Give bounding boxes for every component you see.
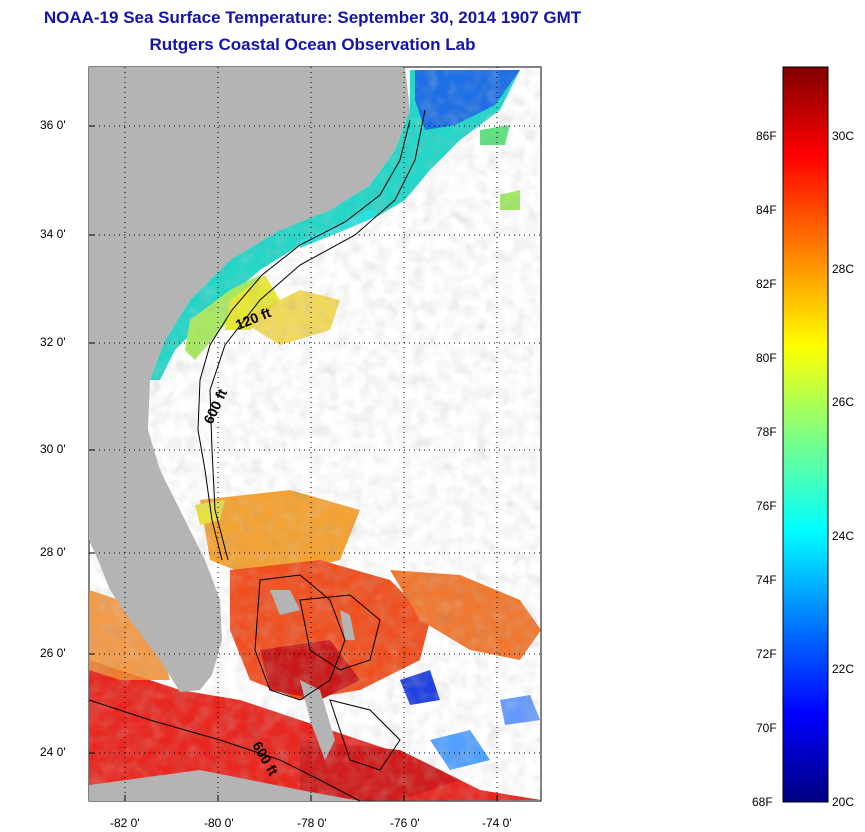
- map-subtitle: Rutgers Coastal Ocean Observation Lab: [149, 35, 476, 54]
- cb-f-82: 82F: [756, 277, 777, 291]
- axis-ticks: [89, 125, 498, 801]
- land-mass: [89, 67, 410, 692]
- cb-f-68: 68F: [752, 795, 773, 809]
- cb-f-86: 86F: [756, 129, 777, 143]
- cb-f-76: 76F: [756, 499, 777, 513]
- cb-c-26: 26C: [832, 395, 855, 409]
- cb-f-74: 74F: [756, 573, 777, 587]
- lon-label-76: -76 0': [390, 816, 420, 830]
- bahamas-islands: [270, 590, 355, 760]
- cb-c-24: 24C: [832, 529, 855, 543]
- lat-label-36: 36 0': [40, 118, 66, 132]
- lon-label-74: -74 0': [482, 816, 512, 830]
- cb-f-78: 78F: [756, 425, 777, 439]
- cuba: [89, 770, 360, 801]
- map-title: NOAA-19 Sea Surface Temperature: Septemb…: [43, 8, 582, 27]
- lat-label-32: 32 0': [40, 335, 66, 349]
- lat-label-26: 26 0': [40, 646, 66, 660]
- lat-label-30: 30 0': [40, 442, 66, 456]
- lon-label-78: -78 0': [297, 816, 327, 830]
- lat-label-28: 28 0': [40, 545, 66, 559]
- cb-f-80: 80F: [756, 351, 777, 365]
- cb-c-22: 22C: [832, 662, 855, 676]
- graticule: [89, 67, 541, 801]
- lat-label-34: 34 0': [40, 227, 66, 241]
- cb-f-84: 84F: [756, 203, 777, 217]
- cb-c-30: 30C: [832, 129, 855, 143]
- cb-c-20: 20C: [832, 795, 855, 809]
- lon-label-82: -82 0': [110, 816, 140, 830]
- isobath-contours: [89, 109, 426, 801]
- lon-label-80: -80 0': [204, 816, 234, 830]
- cb-c-28: 28C: [832, 262, 855, 276]
- colorbar: [782, 66, 829, 803]
- cb-f-72: 72F: [756, 647, 777, 661]
- cb-f-70: 70F: [756, 721, 777, 735]
- lat-label-24: 24 0': [40, 745, 66, 759]
